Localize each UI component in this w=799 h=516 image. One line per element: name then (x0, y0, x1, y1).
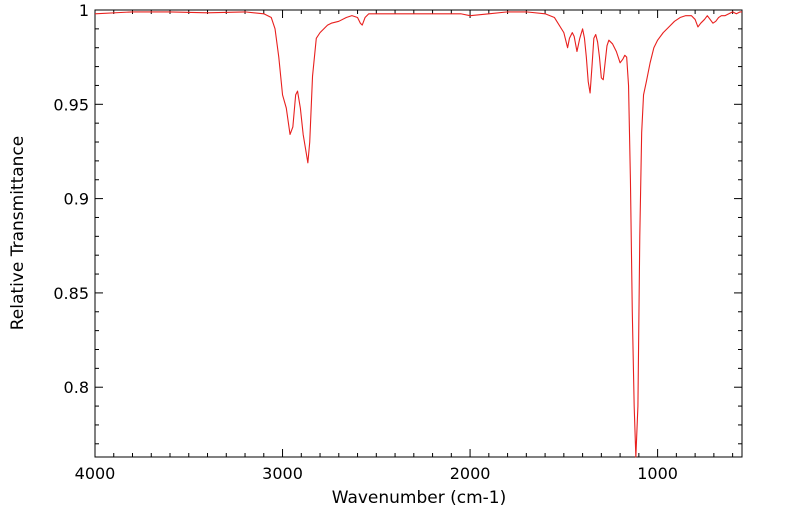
x-axis-ticks: 4000 3000 2000 1000 (75, 10, 734, 483)
y-tick-label: 0.95 (53, 95, 89, 114)
x-tick-label: 3000 (262, 464, 303, 483)
y-tick-label: 1 (79, 1, 89, 20)
y-axis-label: Relative Transmittance (8, 136, 28, 331)
x-tick-label: 1000 (637, 464, 678, 483)
x-tick-label: 4000 (75, 464, 116, 483)
y-tick-label: 0.85 (53, 284, 89, 303)
y-tick-label: 0.8 (64, 378, 89, 397)
x-tick-label: 2000 (450, 464, 491, 483)
y-axis-ticks: 1 0.95 0.9 0.85 0.8 (53, 1, 742, 445)
plot-area-frame (94, 9, 743, 458)
spectrum-line (94, 11, 742, 458)
y-tick-label: 0.9 (64, 190, 89, 209)
x-axis-label: Wavenumber (cm-1) (332, 488, 507, 508)
